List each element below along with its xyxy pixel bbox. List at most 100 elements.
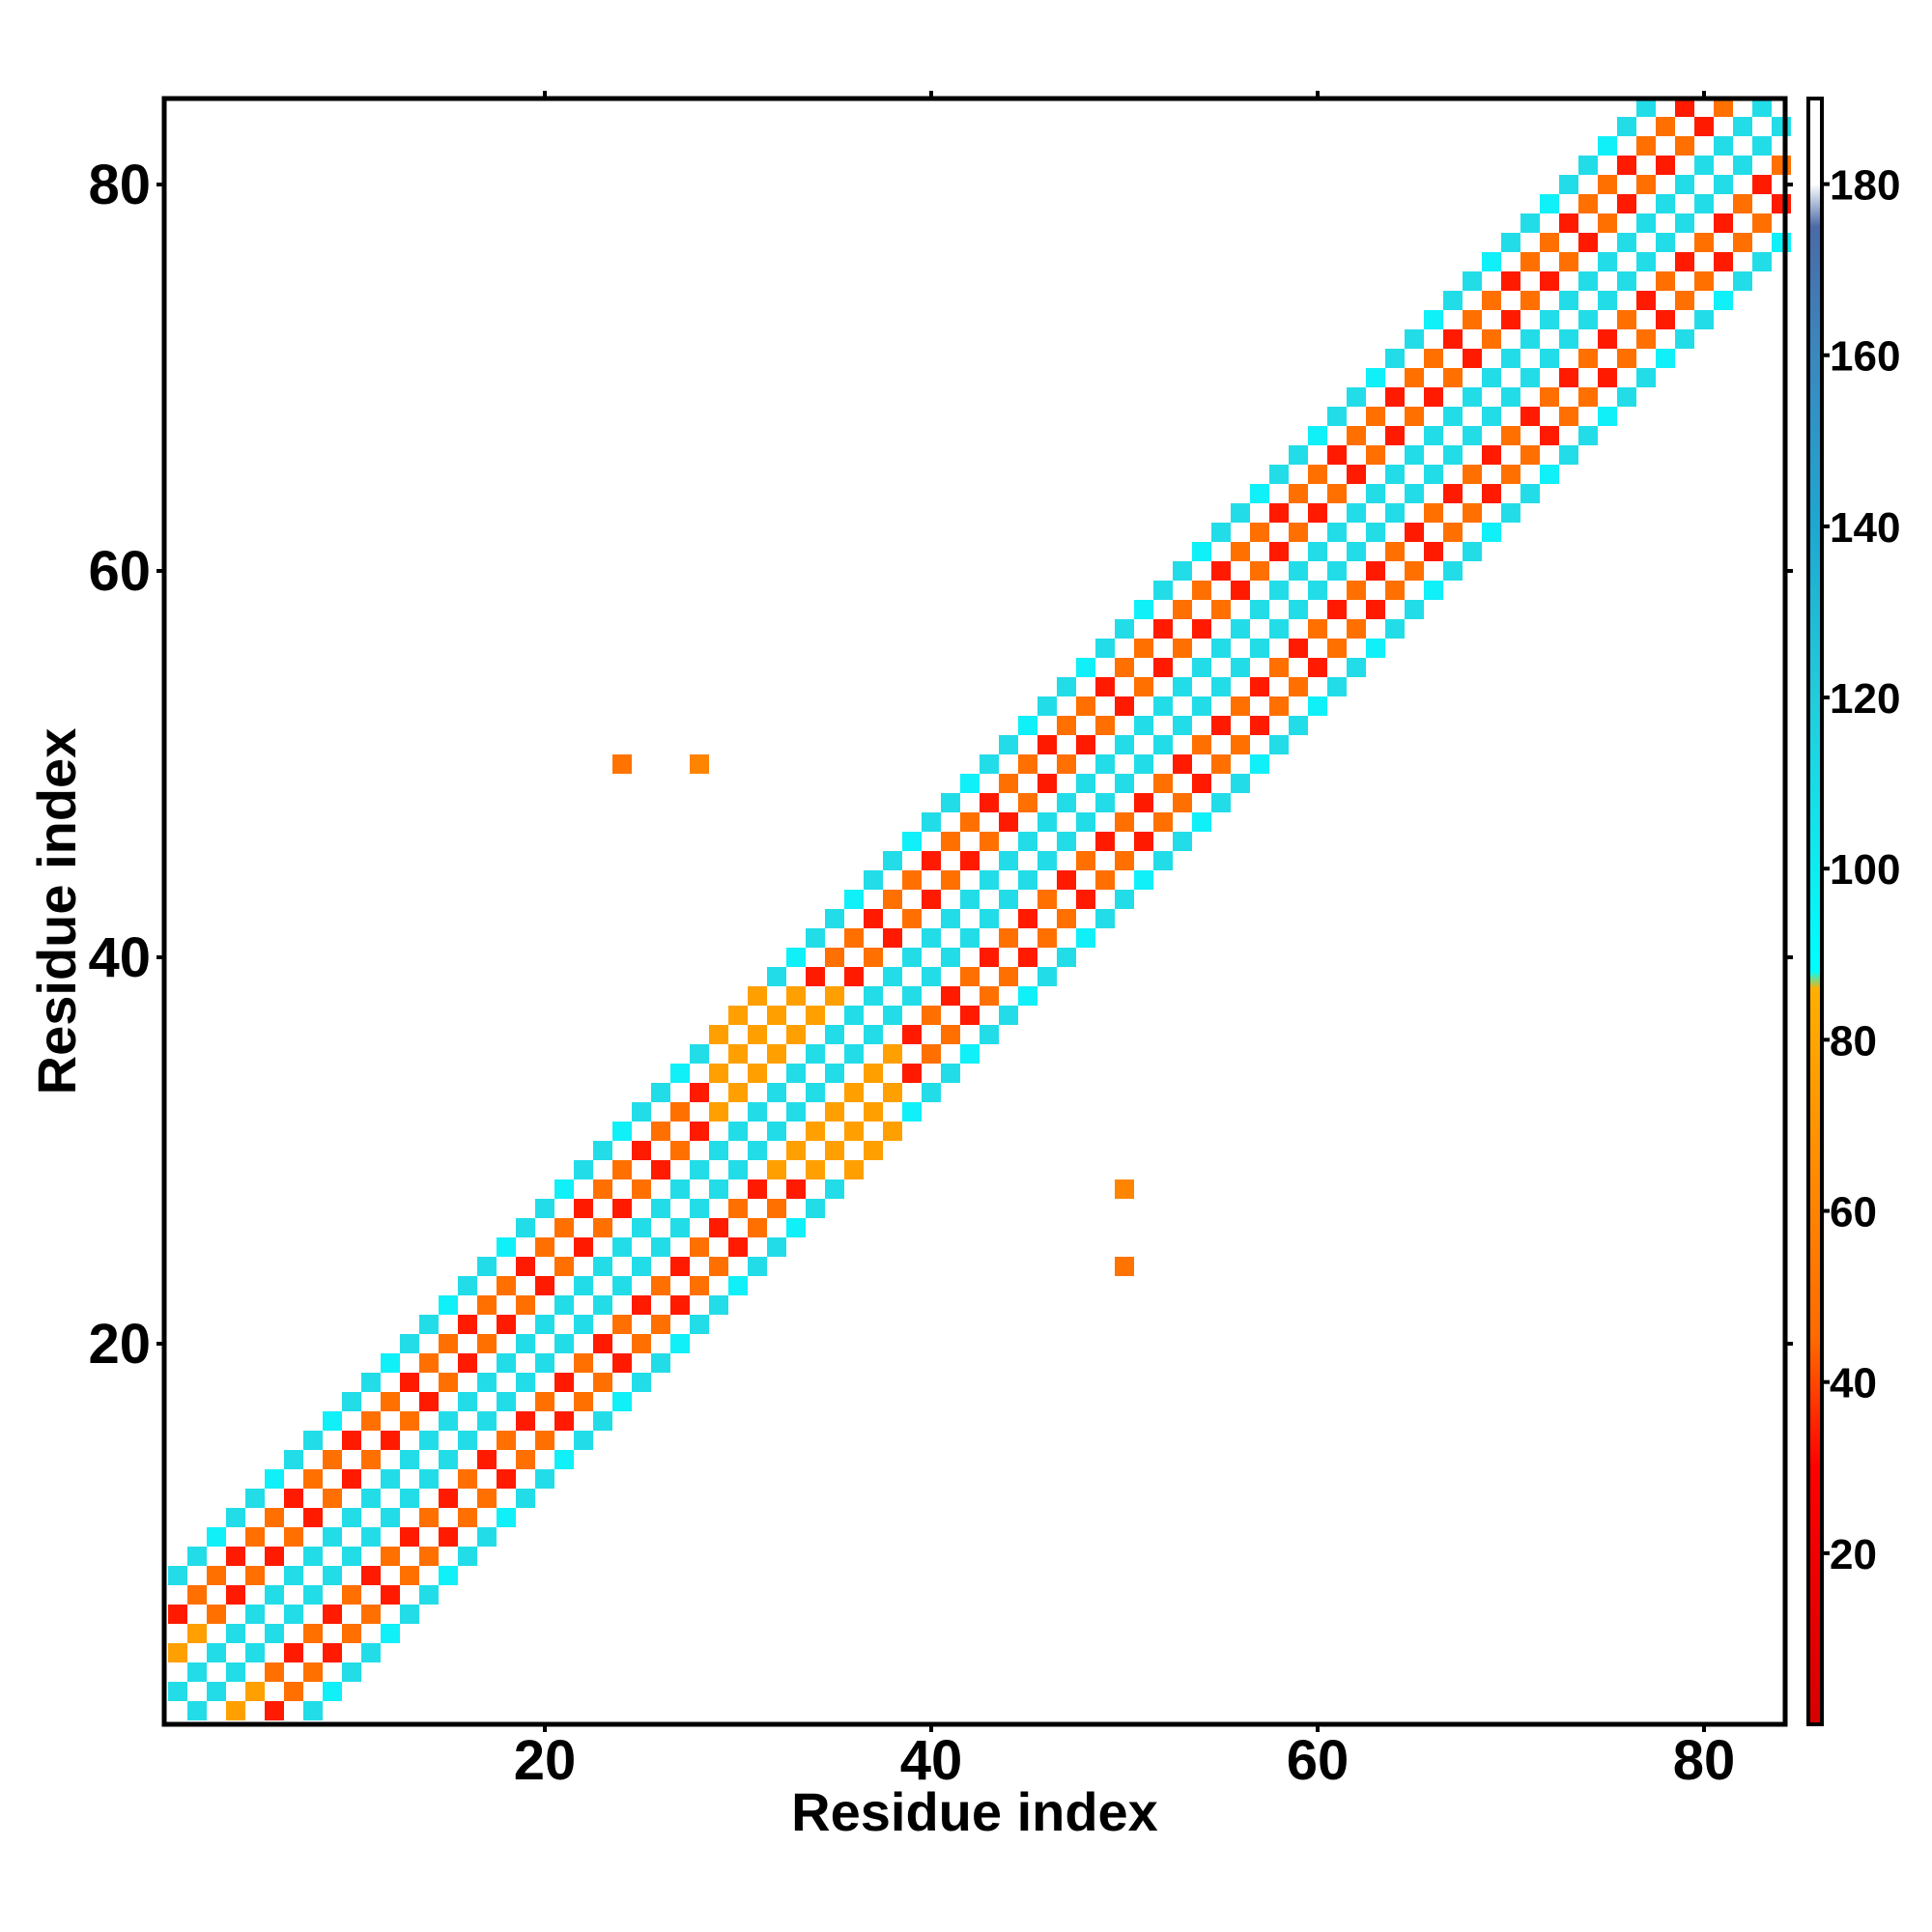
heatmap-cell bbox=[1443, 291, 1463, 310]
colorbar-tick-label: 80 bbox=[1830, 1017, 1877, 1065]
colorbar-ticks: 20 40 60 80 100 120 140 160 180 bbox=[1822, 162, 1900, 1578]
heatmap-cell bbox=[632, 1179, 651, 1199]
heatmap-cell bbox=[342, 1662, 361, 1682]
heatmap-cell bbox=[1520, 445, 1540, 465]
heatmap-cell bbox=[226, 1701, 245, 1720]
heatmap-cell bbox=[864, 948, 883, 967]
heatmap-cell bbox=[999, 928, 1018, 948]
heatmap-cell bbox=[1598, 252, 1617, 271]
heatmap-cell bbox=[1443, 523, 1463, 542]
heatmap-cell bbox=[1115, 658, 1134, 677]
heatmap-cell bbox=[1501, 310, 1520, 329]
heatmap-cell bbox=[1424, 349, 1443, 368]
heatmap-cell bbox=[1250, 677, 1269, 696]
heatmap-cell bbox=[226, 1547, 245, 1566]
heatmap-cell bbox=[786, 1102, 806, 1122]
heatmap-cell bbox=[574, 1276, 593, 1295]
heatmap-cell bbox=[439, 1373, 458, 1392]
heatmap-cell bbox=[941, 909, 960, 928]
heatmap-cell bbox=[265, 1624, 284, 1643]
heatmap-cell bbox=[497, 1353, 516, 1373]
heatmap-cell bbox=[1134, 600, 1153, 619]
heatmap-cell bbox=[1115, 812, 1134, 832]
heatmap-cell bbox=[593, 1334, 612, 1353]
heatmap-cell bbox=[342, 1392, 361, 1411]
heatmap-cell bbox=[381, 1353, 400, 1373]
heatmap-cell bbox=[612, 1122, 632, 1141]
heatmap-cell bbox=[439, 1411, 458, 1431]
heatmap-cell bbox=[477, 1295, 497, 1315]
heatmap-cell bbox=[1057, 909, 1076, 928]
heatmap-cell bbox=[168, 1682, 187, 1701]
heatmap-cell bbox=[1192, 774, 1211, 793]
heatmap-cell bbox=[1714, 175, 1733, 194]
colorbar-tick-label: 120 bbox=[1830, 675, 1900, 723]
heatmap-cell bbox=[1385, 465, 1405, 484]
heatmap-cell bbox=[1559, 329, 1578, 349]
heatmap-cell bbox=[1443, 407, 1463, 426]
heatmap-cell bbox=[381, 1585, 400, 1605]
heatmap-cell bbox=[284, 1605, 303, 1624]
heatmap-cell bbox=[1327, 523, 1347, 542]
heatmap-cell bbox=[1095, 793, 1115, 812]
heatmap-cell bbox=[1192, 581, 1211, 600]
heatmap-cell bbox=[806, 967, 825, 986]
heatmap-cell bbox=[1617, 117, 1636, 136]
heatmap-cell bbox=[323, 1682, 342, 1701]
heatmap-cell bbox=[1501, 233, 1520, 252]
heatmap-cell bbox=[1636, 136, 1656, 156]
heatmap-cell bbox=[1675, 291, 1694, 310]
heatmap-cell bbox=[767, 1083, 786, 1102]
heatmap-cell bbox=[941, 986, 960, 1006]
heatmap-cell bbox=[980, 948, 999, 967]
heatmap-cell bbox=[1598, 407, 1617, 426]
heatmap-cell bbox=[1482, 484, 1501, 503]
y-axis-label: Residue index bbox=[26, 728, 87, 1095]
heatmap-cell bbox=[303, 1662, 323, 1682]
heatmap-cell bbox=[439, 1489, 458, 1508]
heatmap-cell bbox=[477, 1373, 497, 1392]
heatmap-cell bbox=[709, 1179, 728, 1199]
heatmap-cell bbox=[1347, 426, 1366, 445]
heatmap-cell bbox=[1598, 291, 1617, 310]
heatmap-cell bbox=[1482, 445, 1501, 465]
heatmap-cell bbox=[1385, 542, 1405, 561]
heatmap-cell bbox=[439, 1295, 458, 1315]
heatmap-cell bbox=[864, 1064, 883, 1083]
heatmap-cell bbox=[303, 1431, 323, 1450]
heatmap-cell bbox=[1675, 136, 1694, 156]
heatmap-cell bbox=[1501, 271, 1520, 291]
heatmap-cell bbox=[1694, 156, 1714, 175]
heatmap-cell bbox=[419, 1508, 439, 1527]
heatmap-cell bbox=[1656, 349, 1675, 368]
heatmap-cell bbox=[1559, 213, 1578, 233]
y-tick-label: 80 bbox=[88, 154, 151, 216]
heatmap-cell bbox=[999, 812, 1018, 832]
heatmap-cell bbox=[516, 1334, 535, 1353]
heatmap-cell bbox=[1366, 561, 1385, 581]
heatmap-cell bbox=[535, 1237, 554, 1257]
heatmap-cell bbox=[960, 1044, 980, 1064]
heatmap-cell bbox=[1018, 986, 1037, 1006]
heatmap-cell bbox=[1347, 387, 1366, 407]
heatmap-cell bbox=[999, 890, 1018, 909]
heatmap-cell bbox=[303, 1508, 323, 1527]
heatmap-cell bbox=[941, 870, 960, 890]
heatmap-cell bbox=[1269, 658, 1289, 677]
heatmap-cell bbox=[1192, 812, 1211, 832]
heatmap-cell bbox=[1173, 639, 1192, 658]
heatmap-cell bbox=[748, 1218, 767, 1237]
heatmap-cell bbox=[728, 1083, 748, 1102]
heatmap-cell bbox=[187, 1585, 207, 1605]
heatmap-cell bbox=[1578, 271, 1598, 291]
y-tick-label: 60 bbox=[88, 540, 151, 603]
heatmap-cell bbox=[709, 1025, 728, 1044]
heatmap-cell bbox=[902, 832, 922, 851]
heatmap-cell bbox=[941, 1025, 960, 1044]
heatmap-cell bbox=[1482, 252, 1501, 271]
heatmap-cell bbox=[1173, 832, 1192, 851]
heatmap-cell bbox=[226, 1585, 245, 1605]
heatmap-cell bbox=[960, 967, 980, 986]
heatmap-cell bbox=[1347, 465, 1366, 484]
heatmap-cell bbox=[1424, 387, 1443, 407]
